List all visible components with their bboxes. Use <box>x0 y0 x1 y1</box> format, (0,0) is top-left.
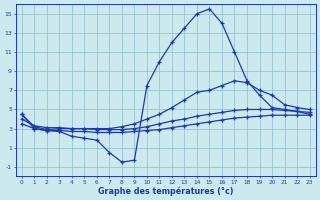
X-axis label: Graphe des températures (°c): Graphe des températures (°c) <box>98 186 233 196</box>
